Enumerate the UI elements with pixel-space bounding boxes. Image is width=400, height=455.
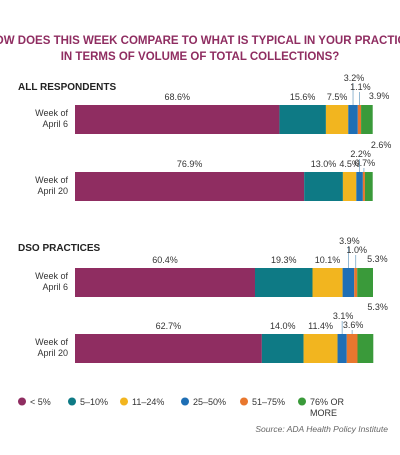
data-label: 76.9% [177, 159, 203, 169]
bar-segment-0-0-4 [357, 105, 362, 134]
legend-label-5-line-2: MORE [310, 408, 337, 418]
legend-swatch-2 [120, 397, 128, 406]
bar-segment-0-0-1 [279, 105, 326, 134]
bar-segment-0-1-0 [75, 172, 305, 201]
legend-label-1: 5–10% [80, 397, 108, 407]
data-label: 0.7% [355, 158, 376, 168]
legend-label-3: 25–50% [193, 397, 226, 407]
bar-segment-1-0-1 [254, 268, 313, 297]
row-label-line-2: April 20 [37, 348, 68, 358]
bar-segment-0-1-2 [342, 172, 357, 201]
bar-segment-0-1-5 [364, 172, 373, 201]
legend-label-0: < 5% [30, 397, 51, 407]
legend-label-2: 11–24% [132, 397, 164, 407]
data-label: 5.3% [367, 254, 388, 264]
bar-segment-1-1-1 [261, 334, 304, 363]
bar-segment-1-1-3 [337, 334, 347, 363]
row-label-line-1: Week of [35, 108, 68, 118]
data-label: 19.3% [271, 255, 297, 265]
group-label-0: ALL RESPONDENTS [18, 82, 116, 93]
data-label: 3.2% [344, 73, 365, 83]
data-label: 5.3% [367, 302, 388, 312]
data-label: 15.6% [290, 92, 316, 102]
bar-segment-0-0-2 [325, 105, 349, 134]
row-label-line-2: April 6 [42, 119, 68, 129]
bar-segment-0-0-3 [348, 105, 358, 134]
bar-segment-1-0-3 [342, 268, 355, 297]
bar-segment-0-0-0 [75, 105, 280, 134]
bar-segment-1-0-5 [357, 268, 373, 297]
row-label-line-2: April 6 [42, 282, 68, 292]
legend-label-4: 51–75% [252, 397, 285, 407]
bar-segment-1-1-0 [75, 334, 262, 363]
bar-segment-1-1-2 [303, 334, 338, 363]
data-label: 11.4% [308, 321, 333, 331]
data-label: 60.4% [152, 255, 178, 265]
data-label: 2.6% [371, 140, 392, 150]
data-label: 1.1% [350, 82, 371, 92]
data-label: 10.1% [315, 255, 341, 265]
bar-segment-1-1-4 [346, 334, 358, 363]
data-label: 13.0% [311, 159, 337, 169]
bar-segment-1-0-0 [75, 268, 255, 297]
bar-segment-0-0-5 [361, 105, 373, 134]
legend-swatch-5 [298, 397, 306, 406]
data-label: 4.5% [339, 159, 360, 169]
chart-title-line-1: HOW DOES THIS WEEK COMPARE TO WHAT IS TY… [0, 35, 400, 47]
data-label: 3.6% [343, 320, 364, 330]
data-label: 7.5% [327, 92, 348, 102]
bar-segment-1-0-2 [312, 268, 343, 297]
legend-swatch-0 [18, 397, 26, 406]
row-label-line-2: April 20 [37, 186, 68, 196]
data-label: 62.7% [156, 321, 182, 331]
data-label: 14.0% [270, 321, 296, 331]
legend-swatch-1 [68, 397, 76, 406]
data-label: 3.9% [369, 91, 390, 101]
bar-segment-1-1-5 [357, 334, 374, 363]
bar-segment-0-1-3 [356, 172, 363, 201]
group-label-1: DSO PRACTICES [18, 243, 101, 254]
chart-title-line-2: IN TERMS OF VOLUME OF TOTAL COLLECTIONS? [61, 51, 340, 63]
source-note: Source: ADA Health Policy Institute [255, 424, 388, 434]
legend-swatch-4 [240, 397, 248, 406]
bar-segment-0-1-1 [304, 172, 343, 201]
data-label: 2.2% [350, 149, 371, 159]
row-label-line-1: Week of [35, 175, 68, 185]
row-label-line-1: Week of [35, 271, 68, 281]
data-label: 1.0% [346, 245, 367, 255]
bar-segment-0-1-4 [362, 172, 365, 201]
legend-swatch-3 [181, 397, 189, 406]
legend-label-5: 76% OR [310, 397, 345, 407]
bar-segment-1-0-4 [354, 268, 358, 297]
data-label: 3.9% [339, 236, 360, 246]
data-label: 3.1% [333, 311, 354, 321]
row-label-line-1: Week of [35, 337, 68, 347]
data-label: 68.6% [164, 92, 190, 102]
